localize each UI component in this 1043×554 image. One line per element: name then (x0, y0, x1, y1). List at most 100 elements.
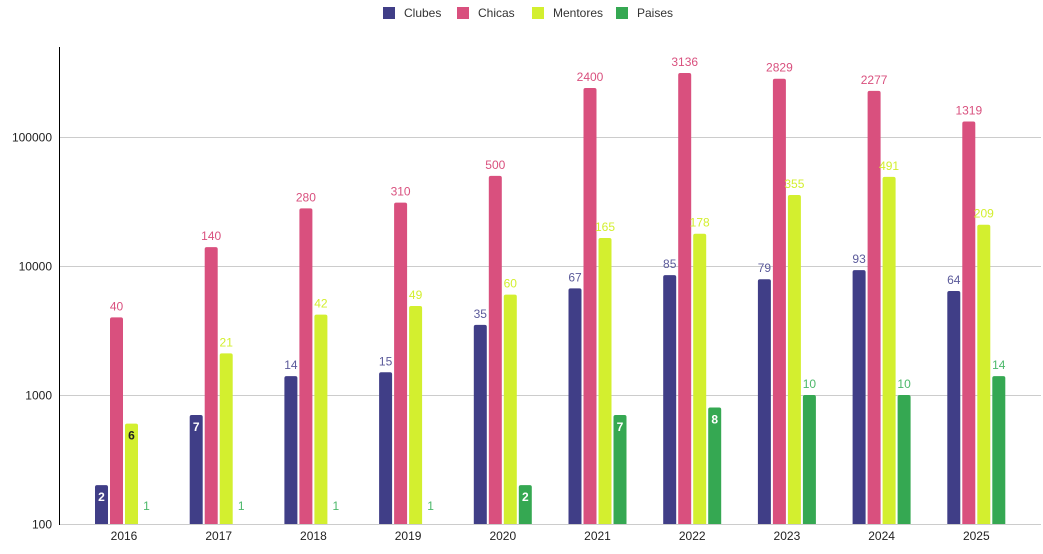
bar-mentores-2020[interactable] (503, 294, 517, 524)
data-label-paises: 2 (522, 490, 529, 504)
bar-mentores-2018[interactable] (314, 314, 328, 524)
data-label-chicas: 280 (296, 190, 316, 204)
bar-clubes-2019[interactable] (379, 372, 393, 524)
bar-chicas-2020[interactable] (488, 175, 502, 524)
legend-item-chicas[interactable]: Chicas (457, 4, 515, 22)
data-label-clubes: 7 (193, 420, 200, 434)
bar-clubes-2018[interactable] (284, 376, 298, 524)
x-tick-label: 2022 (679, 529, 706, 543)
data-label-chicas: 2400 (577, 70, 604, 84)
data-label-mentores: 6 (128, 429, 135, 443)
data-label-clubes: 67 (568, 270, 582, 284)
data-label-chicas: 40 (110, 299, 124, 313)
bar-paises-2024[interactable] (897, 395, 911, 524)
y-tick-label: 10000 (19, 260, 53, 274)
data-label-mentores: 491 (879, 159, 899, 173)
bar-chicas-2023[interactable] (772, 78, 786, 524)
data-label-mentores: 165 (595, 220, 615, 234)
legend-label-mentores: Mentores (553, 6, 604, 20)
data-label-clubes: 14 (284, 358, 298, 372)
legend-swatch-paises (616, 7, 628, 19)
data-label-paises: 7 (617, 420, 624, 434)
data-label-mentores: 178 (690, 216, 710, 230)
legend-label-paises: Paises (637, 6, 674, 20)
legend-label-clubes: Clubes (404, 6, 442, 20)
x-tick-label: 2025 (963, 529, 990, 543)
bar-mentores-2023[interactable] (787, 195, 801, 524)
legend-label-chicas: Chicas (478, 6, 515, 20)
data-label-clubes: 15 (379, 354, 393, 368)
bar-chicas-2016[interactable] (110, 317, 123, 524)
data-label-mentores: 42 (314, 297, 328, 311)
y-axis-ticks: 100 1000 10000 100000 (12, 131, 52, 532)
bars (95, 72, 1006, 525)
bar-mentores-2025[interactable] (977, 224, 991, 525)
bar-paises-2023[interactable] (802, 395, 816, 524)
bar-clubes-2017[interactable] (189, 414, 203, 524)
bar-chicas-2024[interactable] (867, 90, 881, 524)
data-label-clubes: 35 (474, 307, 488, 321)
bar-mentores-2021[interactable] (598, 237, 612, 524)
bar-chicas-2018[interactable] (299, 208, 313, 524)
bar-clubes-2021[interactable] (568, 288, 582, 524)
data-label-mentores: 355 (784, 177, 804, 191)
bar-chicas-2017[interactable] (204, 247, 218, 525)
bar-clubes-2020[interactable] (473, 324, 487, 524)
data-label-chicas: 3136 (671, 55, 698, 69)
legend-item-clubes[interactable]: Clubes (383, 4, 441, 22)
legend-swatch-chicas (457, 7, 469, 19)
y-tick-label: 100000 (12, 131, 52, 145)
data-label-paises: 8 (711, 413, 718, 427)
bar-mentores-2016[interactable] (125, 423, 138, 524)
bar-paises-2022[interactable] (708, 407, 722, 524)
data-label-mentores: 21 (220, 335, 234, 349)
data-label-chicas: 2829 (766, 61, 793, 75)
legend-swatch-mentores (532, 7, 544, 19)
x-tick-label: 2023 (774, 529, 801, 543)
bar-mentores-2017[interactable] (219, 353, 233, 524)
legend-item-paises[interactable]: Paises (616, 4, 673, 22)
bar-clubes-2024[interactable] (852, 270, 866, 524)
data-label-clubes: 2 (98, 490, 105, 504)
x-tick-label: 2018 (300, 529, 327, 543)
bar-paises-2021[interactable] (613, 414, 627, 524)
data-label-paises: 1 (143, 499, 150, 513)
bar-paises-2025[interactable] (992, 376, 1006, 524)
data-label-clubes: 79 (758, 261, 772, 275)
x-tick-label: 2020 (489, 529, 516, 543)
data-label-paises: 14 (992, 358, 1006, 372)
bar-chicas-2025[interactable] (962, 121, 976, 525)
bar-mentores-2024[interactable] (882, 176, 896, 524)
bar-chicas-2021[interactable] (583, 87, 597, 524)
data-label-chicas: 500 (485, 158, 505, 172)
data-label-paises: 10 (803, 377, 817, 391)
bar-clubes-2025[interactable] (947, 291, 961, 524)
data-label-clubes: 64 (947, 273, 961, 287)
bar-mentores-2022[interactable] (693, 233, 707, 525)
bar-mentores-2019[interactable] (409, 305, 423, 524)
bar-paises-2020[interactable] (518, 485, 532, 524)
data-label-mentores: 209 (974, 207, 994, 221)
y-tick-label: 1000 (25, 389, 52, 403)
data-label-chicas: 310 (391, 185, 411, 199)
y-tick-label: 100 (32, 518, 52, 532)
bar-chicas-2022[interactable] (678, 72, 692, 524)
data-label-paises: 1 (427, 499, 434, 513)
legend-item-mentores[interactable]: Mentores (532, 4, 603, 22)
bar-clubes-2023[interactable] (757, 279, 771, 524)
data-label-mentores: 60 (504, 277, 518, 291)
legend-swatch-clubes (383, 7, 395, 19)
bar-clubes-2022[interactable] (663, 275, 677, 524)
data-label-paises: 10 (897, 377, 911, 391)
x-tick-label: 2016 (111, 529, 138, 543)
data-label-clubes: 93 (852, 252, 866, 266)
data-label-paises: 1 (238, 499, 245, 513)
x-tick-label: 2019 (395, 529, 422, 543)
bar-chicas-2019[interactable] (394, 202, 408, 525)
x-tick-label: 2024 (868, 529, 895, 543)
data-label-chicas: 1319 (955, 103, 982, 117)
data-label-paises: 1 (333, 499, 340, 513)
bar-clubes-2016[interactable] (95, 485, 108, 524)
x-axis-ticks: 2016 2017 2018 2019 2020 2021 2022 2023 2024 2025 (111, 529, 990, 543)
